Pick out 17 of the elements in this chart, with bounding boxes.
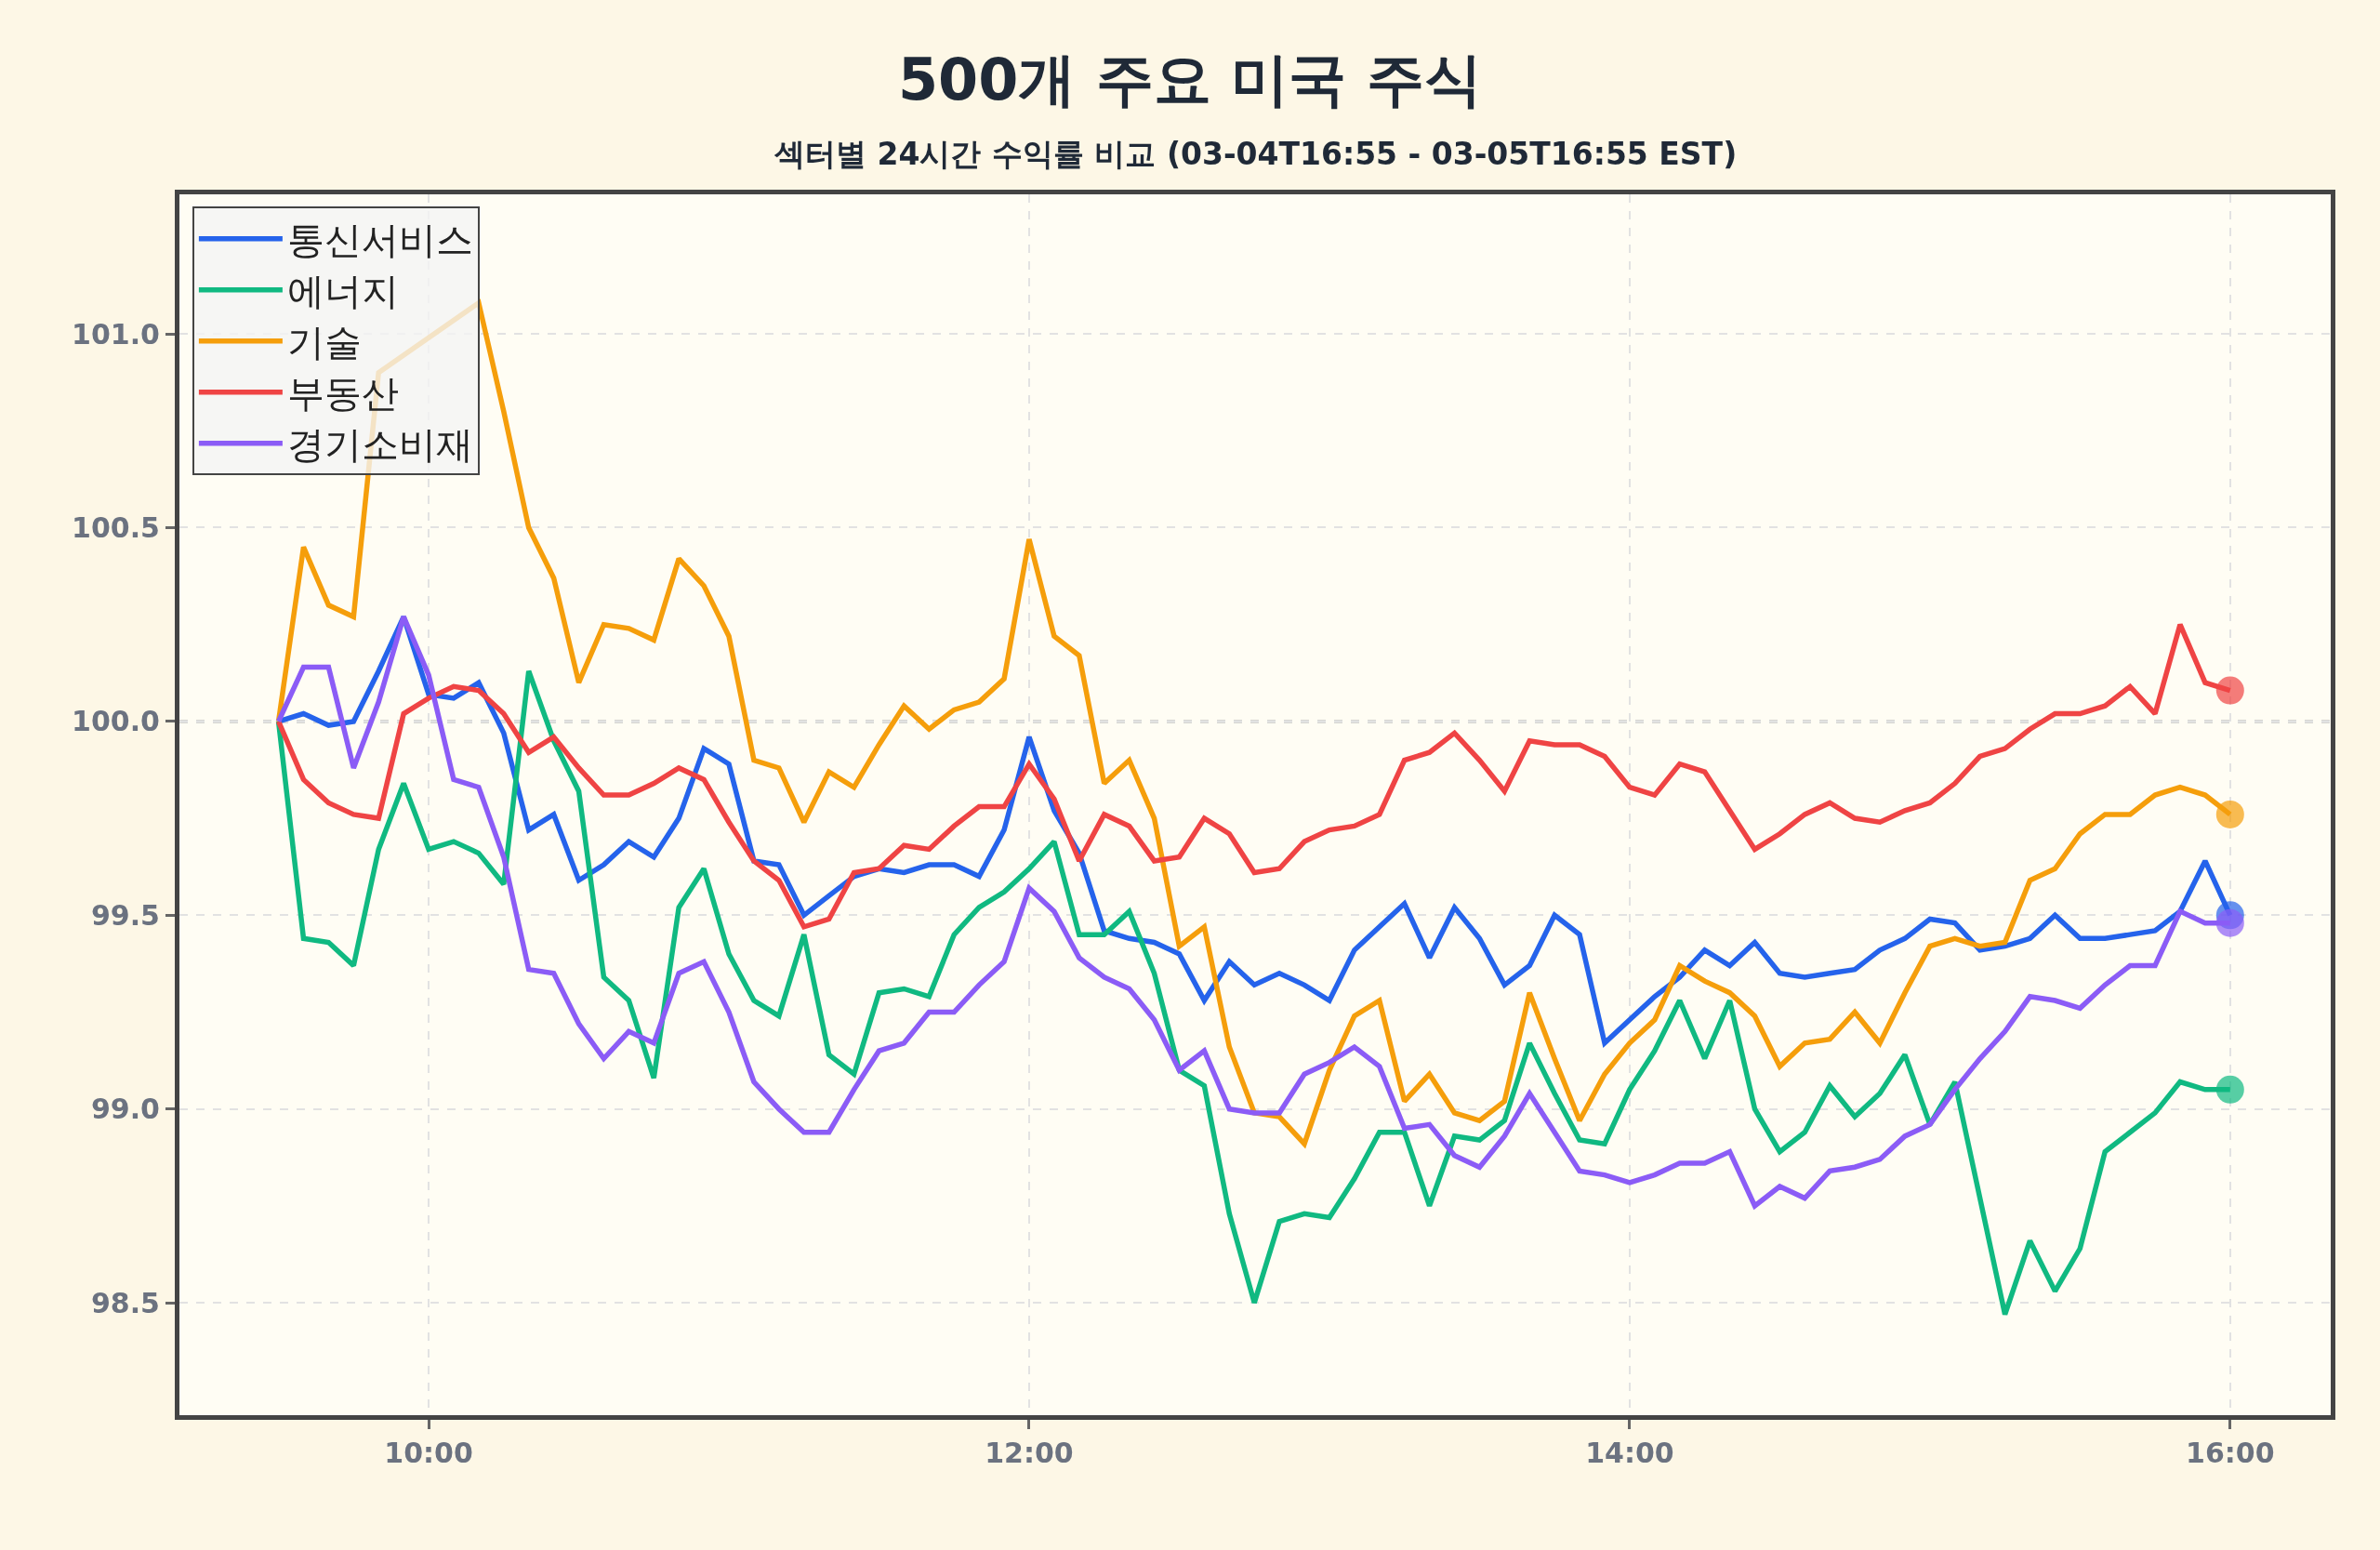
legend-label: 경기소비재 <box>286 423 473 467</box>
x-tick-label: 10:00 <box>384 1437 473 1469</box>
legend-label: 통신서비스 <box>286 219 473 262</box>
y-tick-label: 98.5 <box>90 1286 160 1319</box>
x-tick-label: 12:00 <box>985 1437 1074 1469</box>
legend-label: 에너지 <box>286 270 399 313</box>
y-tick-label: 99.5 <box>90 898 160 932</box>
chart-subtitle: 섹터별 24시간 수익률 비교 (03-04T16:55 - 03-05T16:55 EST) <box>774 136 1738 172</box>
y-tick-label: 100.5 <box>72 510 160 544</box>
x-tick-label: 14:00 <box>1585 1437 1674 1469</box>
x-tick-label: 16:00 <box>2186 1437 2275 1469</box>
chart-title: 500개 주요 미국 주식 <box>897 45 1483 113</box>
y-tick-label: 101.0 <box>72 317 160 351</box>
legend-label: 기술 <box>286 321 362 364</box>
y-tick-label: 100.0 <box>72 705 160 738</box>
y-tick-label: 99.0 <box>90 1093 160 1126</box>
legend-label: 부동산 <box>286 372 399 416</box>
